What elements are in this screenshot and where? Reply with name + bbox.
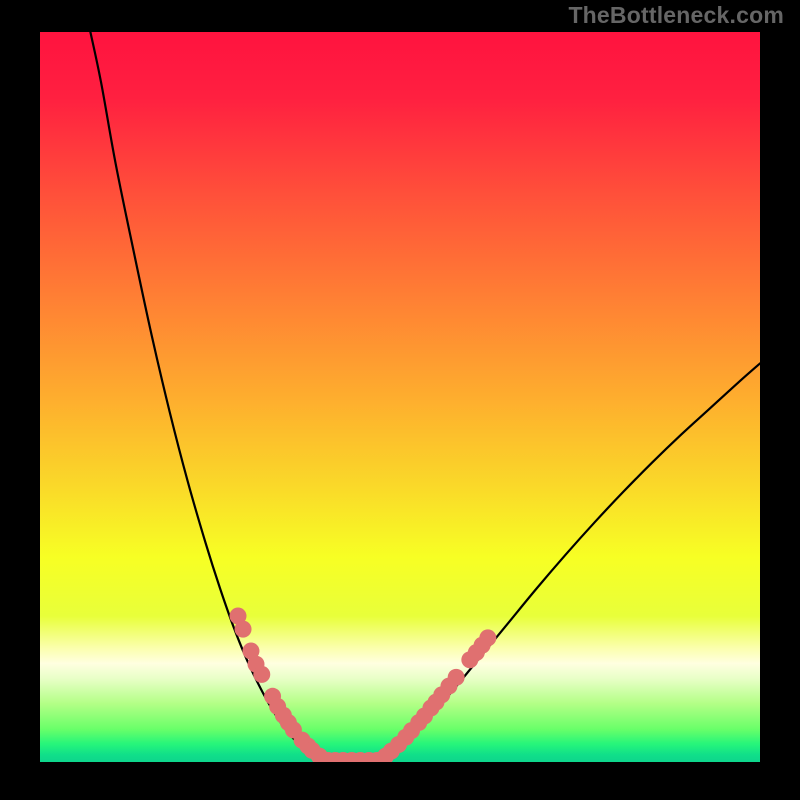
data-dot (448, 669, 465, 686)
data-dot (235, 621, 252, 638)
chart-plot-area (40, 32, 760, 762)
watermark-text: TheBottleneck.com (568, 2, 784, 29)
data-dot (479, 629, 496, 646)
bottleneck-curve-chart (40, 32, 760, 762)
chart-background-gradient (40, 32, 760, 762)
data-dot (253, 666, 270, 683)
